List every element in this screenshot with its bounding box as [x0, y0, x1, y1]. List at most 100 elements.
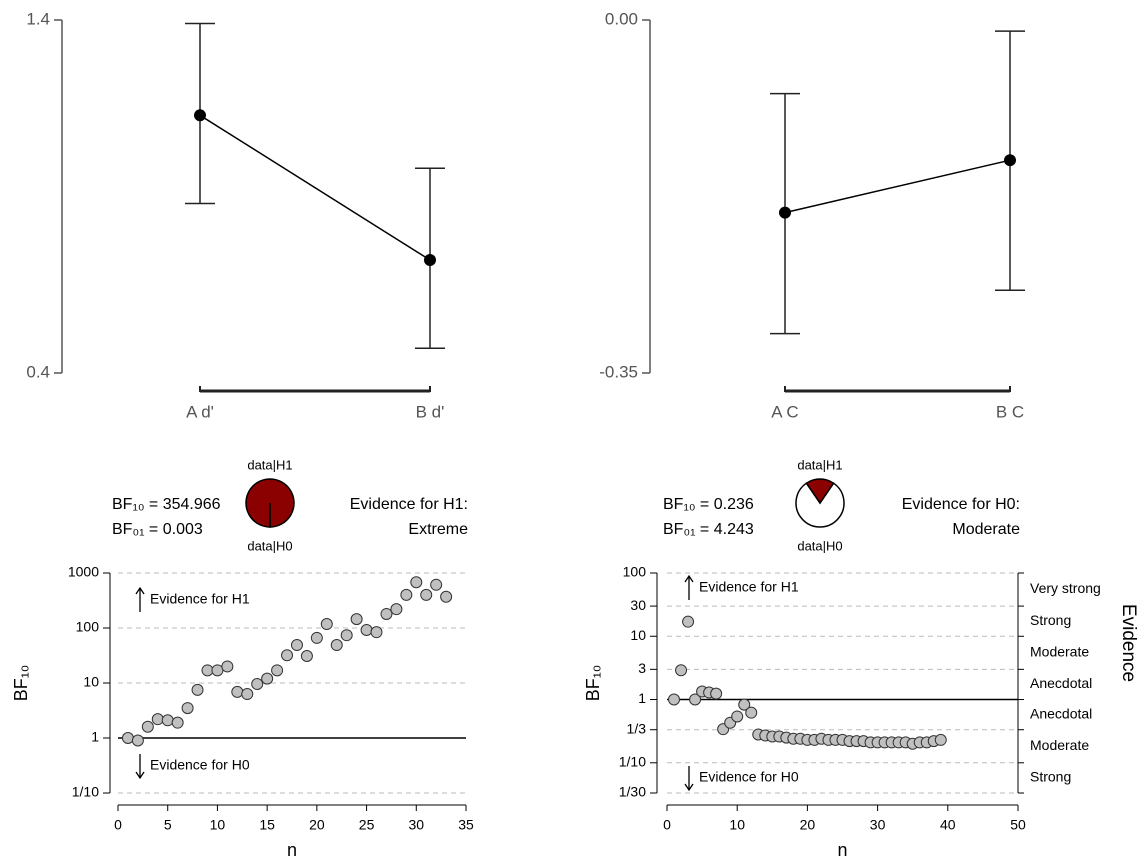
evidence-band-label: Moderate: [1030, 737, 1089, 753]
evidence-band-label: Anecdotal: [1030, 705, 1092, 721]
x-tick-label: 30: [408, 817, 424, 833]
x-axis-label: n: [837, 840, 847, 860]
x-tick-label: 20: [309, 817, 325, 833]
point: [191, 683, 204, 696]
point: [281, 649, 294, 662]
point: [440, 590, 453, 603]
point: [1004, 154, 1016, 167]
point: [261, 672, 274, 685]
y-tick-label: 1: [91, 729, 99, 745]
y-tick-label: 1/3: [627, 720, 647, 736]
evidence-conclusion: Moderate: [952, 521, 1020, 538]
evidence-conclusion: Evidence for H0:: [902, 496, 1020, 513]
annotation: Evidence for H0: [699, 769, 799, 785]
annotation: Evidence for H1: [150, 591, 250, 607]
x-tick-label: 50: [1010, 817, 1026, 833]
y-tick-label: 100: [76, 619, 100, 635]
evidence-band-label: Moderate: [1030, 644, 1089, 660]
point: [400, 588, 413, 601]
point: [300, 649, 313, 662]
bf-stat: BF₁₀ = 354.966: [112, 496, 221, 513]
point: [320, 618, 333, 631]
y-tick-label: 1000: [68, 564, 99, 580]
pie-label: data|H0: [797, 538, 842, 553]
y-tick-label: 1/10: [619, 753, 646, 769]
point: [390, 603, 403, 616]
pie-label: data|H0: [247, 538, 292, 553]
point: [231, 685, 244, 698]
y-tick-label: 10: [630, 627, 646, 643]
y-tick-label: 1: [638, 690, 646, 706]
evidence-conclusion: Extreme: [408, 521, 468, 538]
point: [779, 206, 791, 219]
point: [424, 254, 436, 267]
evidence-band-label: Strong: [1030, 769, 1071, 785]
point: [181, 702, 194, 715]
evidence-conclusion: Evidence for H1:: [350, 496, 468, 513]
x-tick-label: 25: [359, 817, 375, 833]
x-tick-label: 35: [458, 817, 474, 833]
point: [682, 615, 695, 628]
point: [221, 660, 234, 673]
pie-label: data|H1: [797, 457, 842, 472]
x-tick-label: 15: [259, 817, 275, 833]
point: [360, 623, 373, 636]
y-tick-label: -0.35: [599, 362, 638, 381]
bf-stat: BF₁₀ = 0.236: [663, 496, 754, 513]
bf-stat: BF₀₁ = 0.003: [112, 521, 203, 538]
point: [350, 613, 363, 626]
annotation: Evidence for H0: [150, 757, 250, 773]
point: [330, 639, 343, 652]
point: [420, 588, 433, 601]
y-tick-label: 1/10: [72, 784, 99, 800]
point: [710, 687, 723, 700]
evidence-band-label: Anecdotal: [1030, 675, 1092, 691]
point: [340, 629, 353, 642]
point: [410, 576, 423, 589]
bf-stat: BF₀₁ = 4.243: [663, 521, 754, 538]
point: [141, 720, 154, 733]
point: [271, 664, 284, 677]
point: [745, 706, 758, 719]
pie-slice: [795, 482, 845, 528]
x-tick-label: 0: [663, 817, 671, 833]
point: [121, 732, 134, 744]
point: [689, 693, 702, 706]
evidence-band-label: Strong: [1030, 612, 1071, 628]
y-tick-label: 0.4: [26, 362, 50, 381]
pie-slice: [245, 478, 295, 528]
y-tick-label: 10: [83, 674, 99, 690]
point: [151, 713, 164, 726]
point: [161, 714, 174, 727]
arrow: [135, 754, 145, 780]
point: [668, 693, 681, 706]
y-tick-label: 30: [630, 597, 646, 613]
y-tick-label: 1/30: [619, 784, 646, 800]
point: [430, 578, 443, 591]
line: [199, 114, 431, 261]
point: [171, 716, 184, 729]
y-tick-label: 1.4: [26, 9, 50, 28]
arrow: [684, 574, 694, 600]
point: [675, 664, 688, 677]
x-tick-label: B C: [996, 402, 1024, 421]
point: [370, 626, 383, 639]
point: [251, 677, 264, 690]
x-tick-label: B d': [416, 402, 445, 421]
arrow: [135, 586, 145, 612]
evidence-band-label: Very strong: [1030, 580, 1101, 596]
y-tick-label: 3: [638, 660, 646, 676]
point: [241, 688, 254, 701]
x-tick-label: 0: [114, 817, 122, 833]
point: [934, 733, 947, 746]
x-tick-label: 40: [940, 817, 956, 833]
point: [131, 734, 144, 747]
point: [290, 639, 303, 652]
y-tick-label: 100: [623, 564, 647, 580]
pie-slice: [805, 478, 835, 505]
point: [211, 664, 224, 677]
x-tick-label: 10: [729, 817, 745, 833]
x-tick-label: A d': [186, 402, 214, 421]
